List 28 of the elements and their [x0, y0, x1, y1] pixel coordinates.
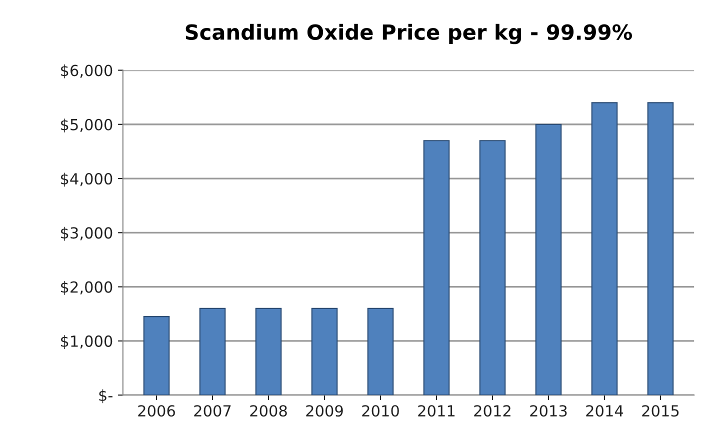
bar [199, 308, 226, 396]
y-tick-label: $1,000 [60, 335, 112, 350]
y-tick-label: $- [99, 389, 112, 404]
bar [367, 308, 394, 396]
x-tick-label: 2013 [530, 405, 567, 417]
x-tick-label: 2010 [362, 405, 399, 417]
bar [423, 140, 450, 396]
bar [535, 124, 562, 396]
y-tick-label: $3,000 [60, 226, 112, 241]
y-tick-label: $2,000 [60, 281, 112, 295]
y-tick-label: $6,000 [60, 64, 112, 78]
x-tick-label: 2007 [194, 405, 231, 417]
bar [479, 140, 506, 396]
y-tick-label: $4,000 [60, 172, 112, 187]
y-tick-label: $5,000 [60, 118, 112, 132]
x-tick-label: 2011 [418, 405, 455, 417]
x-tick-label: 2006 [138, 405, 175, 417]
chart-title: Scandium Oxide Price per kg - 99.99% [186, 24, 632, 44]
x-tick-label: 2015 [642, 405, 679, 417]
x-tick-label: 2012 [474, 405, 510, 417]
bar [311, 308, 338, 396]
x-tick-label: 2009 [306, 405, 343, 417]
x-tick-label: 2008 [250, 405, 287, 417]
bar [591, 102, 618, 396]
bar [143, 316, 170, 396]
bar [255, 308, 282, 396]
bar [647, 102, 674, 396]
x-tick-label: 2014 [586, 405, 624, 417]
